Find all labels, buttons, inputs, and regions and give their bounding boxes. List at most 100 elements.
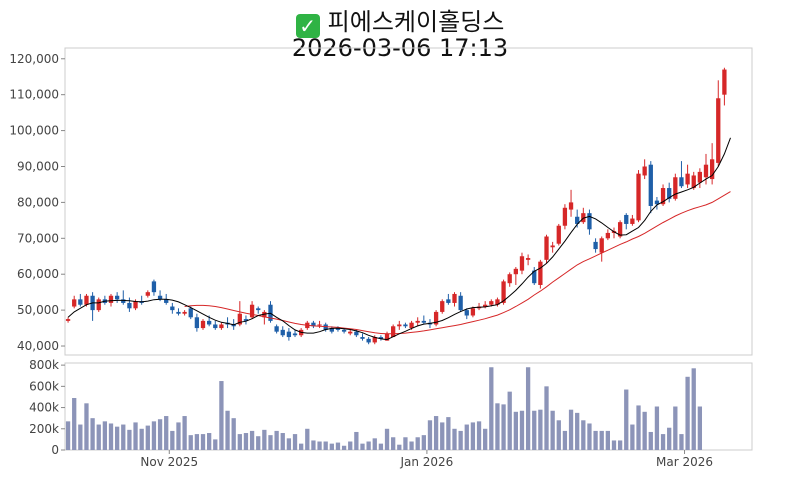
price-y-tick-label: 50,000 <box>17 303 59 317</box>
volume-bar <box>568 409 574 450</box>
candle <box>679 161 684 189</box>
volume-bar <box>249 430 255 450</box>
volume-bar <box>617 440 623 450</box>
candle <box>452 292 457 307</box>
candle-body <box>507 274 512 284</box>
volume-bar <box>605 430 610 450</box>
volume-bar <box>697 406 703 450</box>
volume-bar <box>133 422 138 450</box>
candle-body <box>341 329 347 332</box>
candle <box>581 207 586 224</box>
candle <box>102 295 108 305</box>
candle-body <box>391 326 396 338</box>
candle-body <box>78 299 83 305</box>
candle <box>513 267 518 285</box>
candle <box>421 315 426 325</box>
candle <box>348 329 353 336</box>
candle <box>599 236 604 262</box>
volume-bar <box>427 420 433 450</box>
candle <box>280 326 285 338</box>
volume-bar <box>182 416 187 450</box>
x-axis: Nov 2025 Jan 2026 Mar 2026 <box>140 450 713 469</box>
volume-bar <box>213 439 218 450</box>
candle <box>372 335 377 345</box>
volume-bar <box>188 435 193 450</box>
candle-body <box>237 313 242 325</box>
volume-bar <box>452 428 457 450</box>
candle <box>587 209 592 235</box>
candle <box>114 292 120 303</box>
volume-bar <box>642 411 647 450</box>
volume-bar <box>630 424 635 450</box>
price-y-tick-label: 80,000 <box>17 195 59 209</box>
candle <box>249 301 255 320</box>
candle-body <box>532 270 537 284</box>
candle-body <box>550 245 555 248</box>
candle-body <box>599 238 604 253</box>
candle <box>624 213 629 230</box>
volume-y-tick-label: 400k <box>29 401 59 415</box>
candle-body <box>697 171 703 183</box>
candle-body <box>231 324 236 327</box>
volume-bar <box>507 391 512 450</box>
candle-body <box>709 159 715 180</box>
volume-panel: 0 200k 400k 600k 800k <box>29 358 753 457</box>
candle <box>464 308 469 320</box>
volume-bar <box>513 411 518 450</box>
volume-bar <box>550 410 555 450</box>
candle-body <box>538 261 543 285</box>
candle <box>317 320 322 329</box>
candle <box>519 252 525 275</box>
candle-body <box>292 333 298 336</box>
volume-bar <box>299 443 304 450</box>
candle-body <box>605 232 610 239</box>
volume-bar <box>648 431 653 450</box>
candle-body <box>249 304 255 318</box>
volume-bar <box>157 419 163 450</box>
volume-bar <box>348 441 353 450</box>
candle <box>378 335 384 341</box>
volume-bar <box>335 442 341 450</box>
volume-bar <box>286 438 292 450</box>
volume-bar <box>470 422 476 450</box>
volume-bar <box>667 427 672 450</box>
volume-bar <box>78 424 83 450</box>
candle-body <box>384 333 390 341</box>
candle-body <box>489 301 494 305</box>
volume-bar <box>305 428 310 450</box>
candle-body <box>170 306 175 311</box>
candle <box>415 317 420 327</box>
volume-bar <box>72 398 77 450</box>
price-y-tick-label: 40,000 <box>17 339 59 353</box>
candle <box>72 295 77 309</box>
candle-body <box>329 328 334 332</box>
volume-bar <box>495 403 500 450</box>
candle <box>446 293 451 305</box>
volume-bar <box>219 381 224 450</box>
candle-body <box>703 164 709 178</box>
company-name: 피에스케이홀딩스 <box>327 8 505 36</box>
volume-bar <box>519 410 525 450</box>
volume-bar <box>90 418 95 450</box>
candle-body <box>722 69 727 95</box>
price-y-tick-label: 110,000 <box>9 88 59 102</box>
price-y-tick-label: 120,000 <box>9 52 59 66</box>
candle-body <box>556 225 561 244</box>
volume-bar <box>587 423 592 450</box>
volume-bar <box>164 416 169 450</box>
volume-bar <box>446 417 451 450</box>
candle-body <box>108 295 114 303</box>
candle <box>151 279 157 296</box>
candle-body <box>501 281 506 303</box>
candle-body <box>575 216 580 224</box>
candle-body <box>200 320 206 329</box>
candle <box>65 317 71 323</box>
volume-bar <box>274 430 279 450</box>
volume-bar <box>341 445 347 450</box>
volume-bar <box>636 405 641 450</box>
candle-body <box>219 324 224 329</box>
volume-bar <box>96 424 101 450</box>
candle <box>391 324 396 338</box>
volume-bar <box>317 441 322 450</box>
candle-body <box>630 218 635 224</box>
